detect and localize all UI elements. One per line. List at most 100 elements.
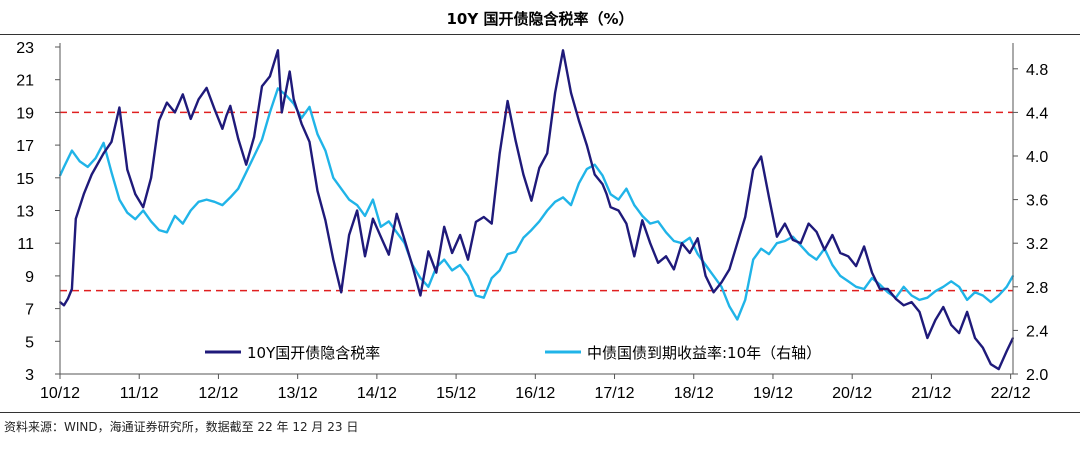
x-axis-ticks: 10/12 11/12 12/12 13/12 14/12 15/12 16/12 17/12…: [40, 374, 1031, 402]
series-0-point-47: [403, 239, 406, 241]
series-0-point-41: [356, 209, 358, 212]
series-0-point-94: [768, 196, 770, 199]
series-0-point-13: [150, 176, 153, 179]
series-1-point-11: [142, 209, 145, 212]
series-1-point-10: [134, 218, 137, 221]
series-1-point-118: [989, 301, 992, 303]
series-1-point-47: [427, 285, 430, 288]
left-tick-label-7: 17: [16, 138, 34, 155]
series-1-point-86: [736, 318, 739, 321]
series-1-point-112: [942, 285, 945, 288]
series-0-point-114: [926, 337, 929, 339]
series-0-point-90: [736, 242, 739, 245]
series-1-point-114: [958, 285, 960, 288]
series-0-point-101: [823, 248, 826, 251]
series-1-point-71: [617, 198, 620, 201]
series-1-point-1: [63, 166, 65, 168]
series-0-point-81: [665, 255, 667, 258]
x-tick-label-5: 15/12: [436, 385, 476, 402]
series-1-point-39: [364, 215, 366, 217]
legend-label-0: 10Y国开债隐含税率: [247, 344, 380, 362]
series-0-point-15: [166, 101, 168, 104]
series-1-point-59: [522, 236, 525, 239]
series-1-point-65: [570, 204, 572, 207]
x-tick-label-12: 22/12: [991, 385, 1031, 402]
series-0-point-99: [807, 222, 810, 225]
series-0-point-30: [277, 49, 279, 52]
series-0-point-120: [974, 337, 976, 339]
series-1-point-77: [665, 231, 667, 234]
series-0-point-103: [839, 252, 842, 254]
series-1-point-14: [166, 231, 168, 234]
series-0-point-29: [269, 75, 271, 78]
series-1-point-91: [776, 242, 778, 245]
x-tick-label-0: 10/12: [40, 385, 80, 402]
series-1-point-28: [277, 87, 279, 90]
series-0-point-58: [490, 222, 493, 225]
series-line-1: [58, 87, 1015, 321]
series-1-point-43: [395, 231, 398, 234]
series-0-point-4: [74, 217, 77, 220]
series-line-0: [59, 49, 1015, 371]
series-0-point-95: [776, 235, 778, 238]
series-0-point-67: [562, 49, 564, 52]
series-1-point-32: [308, 106, 311, 108]
series-1-point-51: [459, 264, 461, 266]
series-0-point-75: [617, 209, 620, 212]
series-1-point-94: [799, 244, 802, 247]
series-1-point-95: [807, 253, 810, 256]
series-0-point-92: [752, 168, 755, 171]
series-1-point-38: [356, 204, 358, 207]
series-0-point-65: [546, 152, 549, 155]
series-0-point-80: [657, 261, 659, 264]
series-1-point-50: [451, 269, 453, 272]
series-1-point-75: [649, 222, 652, 225]
series-1-point-98: [831, 264, 834, 266]
series-0-point-10: [126, 168, 129, 171]
series-0-point-66: [554, 91, 556, 94]
series-1-point-105: [886, 291, 889, 294]
series-1-point-64: [562, 196, 564, 199]
series-0-point-106: [863, 245, 865, 248]
series-1-point-120: [1005, 285, 1008, 288]
x-tick-label-11: 21/12: [911, 385, 951, 402]
series-1-point-80: [688, 236, 691, 239]
series-0-point-117: [950, 324, 953, 326]
series-0-point-82: [673, 268, 675, 271]
series-1-point-2: [71, 149, 73, 152]
series-1-point-53: [475, 294, 477, 297]
series-0-point-60: [506, 100, 509, 102]
series-0-point-24: [229, 105, 232, 107]
series-1-point-111: [934, 290, 937, 293]
series-1-point-46: [419, 277, 422, 279]
series-0-point-11: [134, 193, 137, 196]
series-1-point-83: [712, 275, 715, 277]
series-1-point-23: [237, 187, 240, 190]
series-0-point-9: [118, 106, 121, 109]
series-1-point-18: [197, 200, 200, 203]
series-0-point-5: [82, 193, 85, 196]
series-0-point-63: [530, 199, 533, 202]
left-tick-label-2: 7: [25, 302, 34, 319]
series-1-point-3: [78, 160, 81, 163]
series-1-point-41: [379, 225, 382, 228]
series-1-point-60: [530, 229, 533, 232]
series-0-point-98: [799, 242, 802, 245]
bottom-rule: [0, 412, 1080, 413]
series-0-point-23: [225, 114, 228, 117]
series-1-point-102: [863, 288, 865, 290]
series-0-point-2: [67, 297, 69, 300]
series-0-point-48: [411, 265, 414, 267]
series-0-point-69: [578, 119, 580, 122]
series-1-point-117: [982, 294, 984, 297]
series-1-point-108: [910, 294, 913, 297]
right-tick-label-7: 4.8: [1026, 62, 1048, 79]
series-0-point-20: [205, 87, 208, 89]
series-0-point-52: [443, 225, 446, 228]
series-0-point-113: [918, 311, 921, 313]
series-0-point-44: [379, 235, 382, 238]
series-0-point-33: [292, 98, 295, 101]
series-0-point-77: [633, 255, 636, 258]
reference-lines: [60, 111, 1013, 292]
series-1-point-119: [997, 294, 1000, 297]
